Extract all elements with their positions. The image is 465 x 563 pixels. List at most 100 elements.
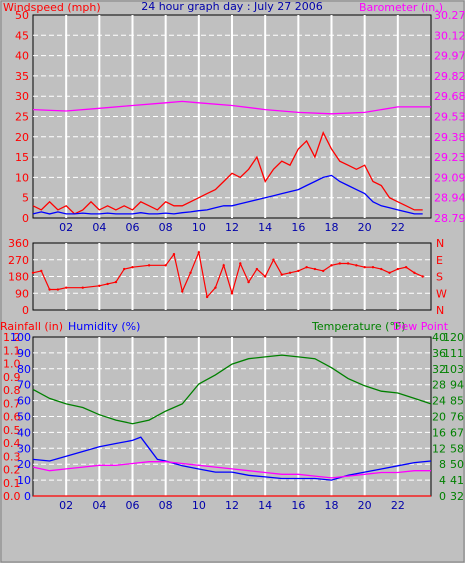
temp-tick-label-b: 111 [443,347,464,360]
direction-point [404,265,408,269]
x-tick-label: 02 [59,221,73,234]
rain-tick-label: 1.1 [3,344,21,357]
direction-point [197,251,201,254]
temp-tick-label-b: 67 [450,426,464,439]
y-tick-label: 35 [15,70,29,83]
temp-tick-label-b: 85 [450,395,464,408]
y-tick-label: 270 [8,254,29,267]
y-tick-label: N [436,237,444,250]
temp-tick-label-b: 41 [450,474,464,487]
temp-tick-label-b: 94 [450,379,464,392]
direction-series-line [32,250,423,299]
y-tick-label: 40 [15,50,29,63]
y-tick-label: 50 [15,9,29,22]
direction-point [297,269,300,273]
temp-tick-label-b: 32 [450,490,464,503]
y-tick-label: 30.12 [434,29,465,42]
humidity-tick-label: 10 [17,474,31,487]
direction-point [239,262,242,265]
y-tick-label: 25 [15,111,29,124]
direction-point [346,262,350,265]
temp-tick-label-b: 58 [450,442,464,455]
direction-point [413,271,416,274]
direction-point [64,286,68,289]
temp-tick-label-a: 12 [432,442,446,455]
humidity-series-line [32,436,432,481]
rain-tick-label: 0.8 [3,384,21,397]
rain-tick-label: 0.2 [3,464,21,477]
direction-point [164,264,167,267]
x-tick-label: 18 [325,499,339,512]
direction-point [338,262,341,265]
y-tick-label: 20 [15,131,29,144]
y-tick-label: W [436,287,447,300]
x-tick-label: 06 [126,221,140,234]
direction-point [147,264,151,267]
y-tick-label: S [436,271,443,284]
humidity-tick-label: 100 [10,331,31,344]
temp-tick-label-a: 36 [432,347,446,360]
temperature-series-line [32,354,432,425]
x-tick-label: 04 [92,499,106,512]
humidity-axis-title: Humidity (%) [68,320,140,333]
temp-tick-label-b: 120 [443,331,464,344]
temp-tick-label-a: 24 [432,395,446,408]
y-tick-label: 29.38 [434,131,465,144]
rain-tick-label: 0.7 [3,397,21,410]
direction-point [272,258,275,261]
rain-tick-label: 0.9 [3,371,21,384]
rain-tick-label: 0.1 [3,477,21,490]
direction-point [114,280,118,284]
temp-tick-label-b: 76 [450,411,464,424]
direction-point [380,267,383,271]
rain-tick-label: 0.4 [3,437,21,450]
temp-tick-label-a: 40 [432,331,446,344]
humidity-tick-label: 80 [17,363,31,376]
y-tick-label: 30 [15,90,29,103]
y-tick-label: 45 [15,29,29,42]
temp-tick-label-a: 16 [432,426,446,439]
rain-tick-label: 0.6 [3,411,21,424]
x-tick-label: 16 [291,499,305,512]
direction-point [355,264,358,267]
baro-axis-title: Barometer (in.) [359,1,443,14]
rain-tick-label: 1.0 [3,358,21,371]
humidity-tick-label: 0 [24,490,31,503]
rain-axis-title: Rainfall (in) [0,320,63,333]
x-tick-label: 16 [291,221,305,234]
humidity-tick-label: 20 [17,458,31,471]
humidity-tick-label: 40 [17,426,31,439]
humidity-tick-label: 60 [17,395,31,408]
direction-point [421,275,424,278]
wind-series-line [32,131,423,215]
x-tick-label: 08 [159,221,173,234]
direction-point [305,265,308,269]
direction-point [98,284,101,288]
direction-point [181,290,184,293]
direction-point [363,265,366,269]
y-tick-label: 29.53 [434,111,465,124]
direction-point [396,267,400,271]
y-tick-label: 29.68 [434,90,465,103]
y-tick-label: 30.27 [434,9,465,22]
y-tick-label: 29.82 [434,70,465,83]
direction-point [56,288,60,291]
x-tick-label: 10 [192,221,206,234]
direction-point [280,273,283,276]
y-tick-label: 28.79 [434,212,465,225]
humidity-tick-label: 30 [17,442,31,455]
humidity-tick-label: 50 [17,411,31,424]
direction-point [371,265,375,269]
direction-point [222,264,225,267]
x-tick-label: 12 [225,499,239,512]
direction-point [322,269,325,273]
direction-point [388,271,391,274]
direction-point [172,252,176,256]
y-tick-label: 0 [22,212,29,225]
y-tick-label: 5 [22,192,29,205]
direction-point [255,267,259,271]
y-tick-label: 29.09 [434,171,465,184]
x-tick-label: 20 [358,221,372,234]
rain-tick-label: 0.3 [3,450,21,463]
